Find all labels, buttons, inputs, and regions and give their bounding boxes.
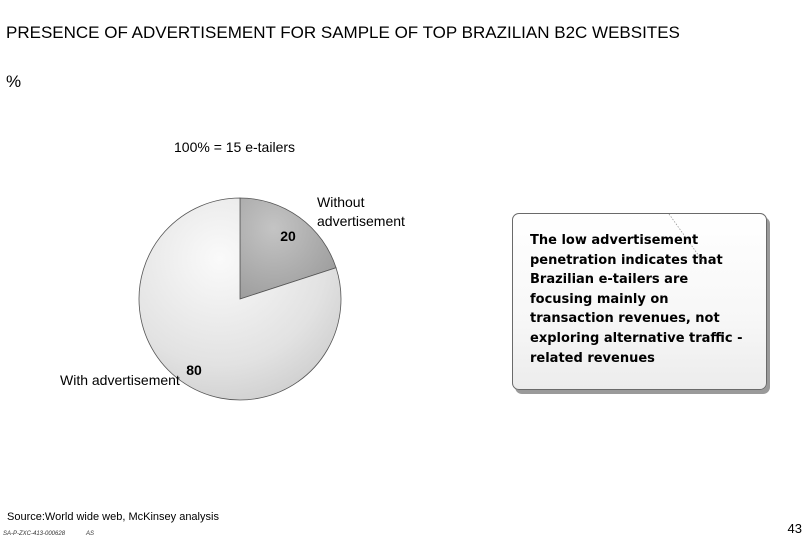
chart-base-label: 100% = 15 e-tailers — [174, 139, 296, 155]
document-id: SA-P-ZXC-413-000628 — [3, 531, 66, 537]
slice-label-without-advertisement: Without advertisement — [317, 194, 405, 229]
page-number: 43 — [787, 521, 802, 536]
page-title: PRESENCE OF ADVERTISEMENT FOR SAMPLE OF … — [6, 23, 680, 42]
pie-slices — [138, 197, 342, 401]
insight-callout-box: The low advertisement penetration indica… — [512, 213, 767, 390]
source-note: Source:World wide web, McKinsey analysis — [7, 511, 219, 523]
document-initials: AS — [86, 531, 95, 537]
slice-value-with-advertisement: 80 — [186, 362, 202, 378]
insight-callout-text: The low advertisement penetration indica… — [530, 233, 743, 366]
unit-label: % — [6, 72, 22, 91]
pie-slice-with-advertisement — [138, 197, 342, 401]
slice-value-without-advertisement: 20 — [280, 228, 296, 244]
pie-slice-without-advertisement — [239, 197, 337, 300]
slice-label-with-advertisement: With advertisement — [60, 372, 180, 388]
